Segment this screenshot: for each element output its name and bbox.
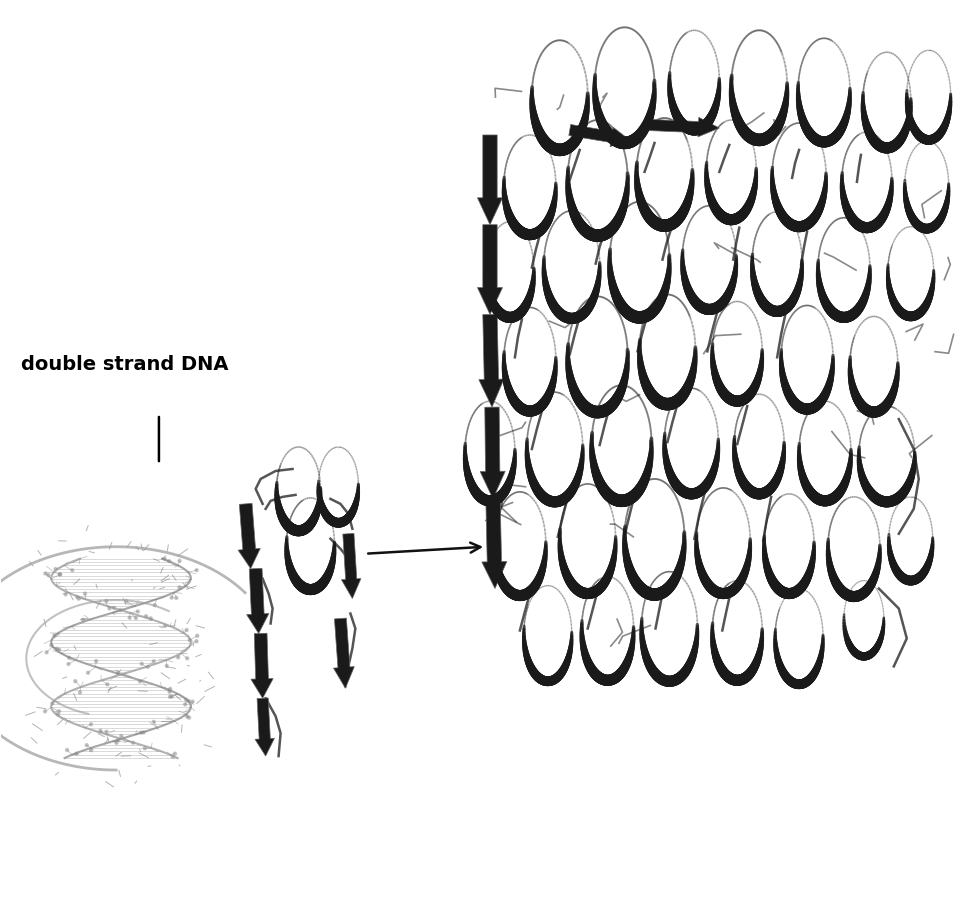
Circle shape <box>71 569 74 572</box>
Circle shape <box>128 617 132 619</box>
Circle shape <box>44 572 46 575</box>
Circle shape <box>44 710 46 713</box>
Polygon shape <box>333 619 354 689</box>
Circle shape <box>120 734 123 738</box>
Circle shape <box>170 695 173 699</box>
Circle shape <box>166 665 168 668</box>
Circle shape <box>45 651 48 654</box>
Circle shape <box>66 749 69 752</box>
Text: double strand DNA: double strand DNA <box>21 355 228 374</box>
Polygon shape <box>482 499 507 589</box>
Circle shape <box>185 629 188 632</box>
Circle shape <box>57 710 61 713</box>
Circle shape <box>86 671 89 674</box>
Circle shape <box>136 610 139 613</box>
Circle shape <box>168 688 171 691</box>
Circle shape <box>168 691 171 693</box>
Circle shape <box>142 732 145 734</box>
Circle shape <box>81 619 84 621</box>
Circle shape <box>171 755 174 758</box>
Polygon shape <box>479 315 504 408</box>
Circle shape <box>58 573 61 577</box>
Circle shape <box>83 592 86 596</box>
Circle shape <box>76 596 78 599</box>
Circle shape <box>58 649 61 651</box>
Circle shape <box>167 560 170 563</box>
Circle shape <box>168 695 171 699</box>
Circle shape <box>175 597 178 599</box>
Circle shape <box>85 744 88 747</box>
Circle shape <box>76 752 78 755</box>
Circle shape <box>135 617 137 619</box>
Circle shape <box>196 569 198 572</box>
Polygon shape <box>477 225 502 315</box>
Circle shape <box>77 598 80 600</box>
Circle shape <box>173 752 176 755</box>
Circle shape <box>152 721 155 723</box>
Circle shape <box>117 739 120 742</box>
Polygon shape <box>238 504 260 569</box>
Circle shape <box>90 723 93 726</box>
Polygon shape <box>342 534 361 599</box>
Circle shape <box>49 644 52 647</box>
Circle shape <box>188 700 191 702</box>
Circle shape <box>112 607 115 609</box>
Polygon shape <box>247 568 269 634</box>
Circle shape <box>191 701 195 703</box>
Polygon shape <box>251 633 273 699</box>
Circle shape <box>119 609 122 612</box>
Polygon shape <box>650 118 719 138</box>
Circle shape <box>188 716 191 720</box>
Circle shape <box>143 747 146 750</box>
Circle shape <box>46 574 50 577</box>
Circle shape <box>146 666 149 669</box>
Circle shape <box>188 639 192 642</box>
Circle shape <box>105 599 107 603</box>
Circle shape <box>95 660 98 663</box>
Circle shape <box>78 691 81 694</box>
Circle shape <box>105 731 107 733</box>
Circle shape <box>55 648 58 650</box>
Circle shape <box>184 703 187 706</box>
Circle shape <box>54 568 57 571</box>
Circle shape <box>132 742 135 744</box>
Circle shape <box>115 742 118 744</box>
Circle shape <box>99 730 102 732</box>
Circle shape <box>56 713 59 716</box>
Circle shape <box>196 635 198 638</box>
Circle shape <box>138 681 141 683</box>
Circle shape <box>186 715 189 718</box>
Circle shape <box>170 597 173 599</box>
Circle shape <box>51 702 54 705</box>
Circle shape <box>176 656 180 660</box>
Circle shape <box>140 662 143 666</box>
Circle shape <box>149 617 152 620</box>
Circle shape <box>74 680 76 683</box>
Polygon shape <box>477 136 502 225</box>
Circle shape <box>64 593 67 596</box>
Circle shape <box>125 600 128 603</box>
Polygon shape <box>255 698 275 756</box>
Circle shape <box>108 608 111 610</box>
Circle shape <box>144 615 147 618</box>
Circle shape <box>152 660 155 663</box>
Circle shape <box>186 657 189 660</box>
Circle shape <box>90 749 93 752</box>
Circle shape <box>178 559 181 563</box>
Polygon shape <box>480 407 505 499</box>
Circle shape <box>185 699 188 701</box>
Circle shape <box>59 573 62 576</box>
Circle shape <box>164 625 166 628</box>
Circle shape <box>164 558 166 560</box>
Circle shape <box>67 663 70 666</box>
Circle shape <box>116 671 119 675</box>
Circle shape <box>195 640 198 643</box>
Circle shape <box>68 657 71 660</box>
Circle shape <box>139 732 142 734</box>
Polygon shape <box>569 126 629 148</box>
Circle shape <box>53 634 56 637</box>
Circle shape <box>153 604 156 607</box>
Circle shape <box>178 586 181 589</box>
Circle shape <box>106 683 109 686</box>
